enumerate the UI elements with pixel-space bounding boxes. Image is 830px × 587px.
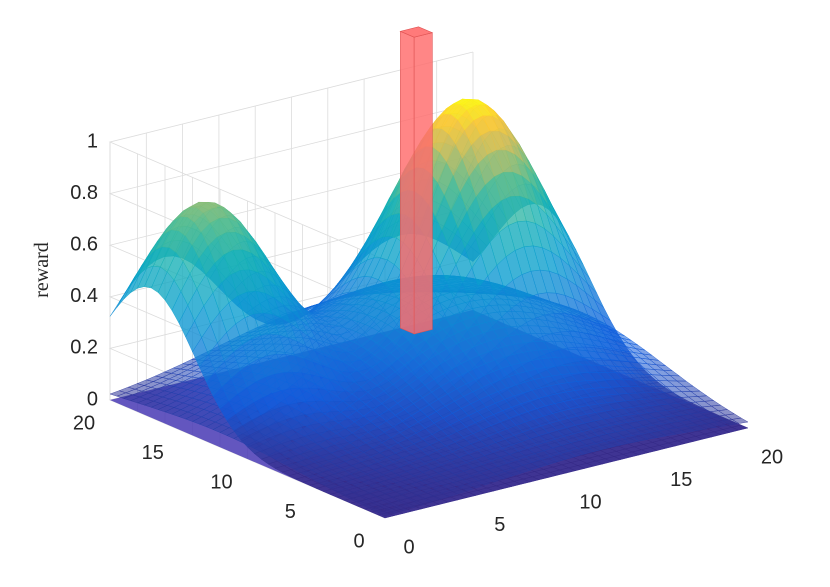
z-tick-label: 0.8 <box>70 182 98 204</box>
y-tick-label: 5 <box>285 501 296 523</box>
highlight-bar <box>399 26 434 335</box>
x-tick-label: 15 <box>670 469 692 491</box>
x-tick-label: 0 <box>403 536 414 558</box>
z-tick-label: 1 <box>87 130 98 152</box>
z-axis-label: reward <box>31 242 53 298</box>
y-tick-label: 15 <box>142 442 164 464</box>
x-tick-label: 5 <box>494 514 505 536</box>
z-tick-label: 0.4 <box>70 285 98 307</box>
y-tick-label: 10 <box>210 471 232 493</box>
surface-plot <box>109 98 749 519</box>
bar-face <box>400 30 415 335</box>
x-tick-label: 20 <box>761 446 783 468</box>
z-tick-label: 0.2 <box>70 337 98 359</box>
bar-face <box>413 32 433 335</box>
z-tick-label: 0 <box>87 388 98 410</box>
y-tick-label: 20 <box>73 412 95 434</box>
surface-patch <box>731 417 749 424</box>
z-tick-label: 0.6 <box>70 233 98 255</box>
y-tick-label: 0 <box>353 530 364 552</box>
surface-patch <box>731 424 749 431</box>
bar-face <box>399 26 434 38</box>
x-tick-label: 10 <box>579 491 601 513</box>
